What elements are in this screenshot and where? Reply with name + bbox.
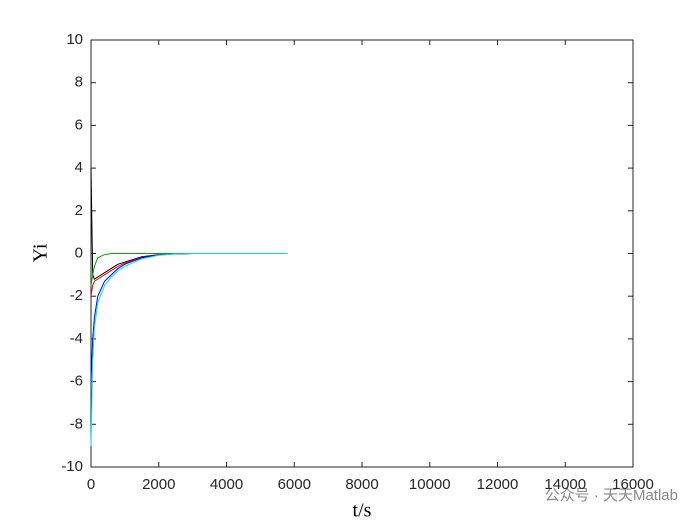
- y-axis-label: Yi: [30, 243, 52, 262]
- x-tick-label: 12000: [477, 476, 519, 493]
- x-tick-label: 0: [87, 476, 95, 493]
- x-tick-label: 6000: [278, 476, 311, 493]
- y-tick-label: 4: [75, 159, 83, 176]
- x-tick-label: 10000: [409, 476, 451, 493]
- x-tick-label: 8000: [345, 476, 378, 493]
- y-tick-label: -2: [70, 287, 83, 304]
- y-tick-label: 10: [66, 31, 83, 48]
- watermark: 公众号 · 天天Matlab: [545, 487, 678, 504]
- x-tick-label: 4000: [210, 476, 243, 493]
- y-tick-label: -4: [70, 330, 83, 347]
- y-tick-label: -10: [61, 458, 83, 475]
- x-tick-label: 16000: [612, 476, 654, 493]
- data-line: [90, 253, 288, 446]
- y-tick-label: 2: [75, 202, 83, 219]
- x-tick-label: 14000: [544, 476, 586, 493]
- y-tick-label: 0: [75, 244, 83, 261]
- x-axis-label: t/s: [353, 500, 372, 522]
- y-tick-label: -6: [70, 373, 83, 390]
- x-tick-label: 2000: [142, 476, 175, 493]
- y-tick-label: -8: [70, 415, 83, 432]
- y-tick-label: 8: [75, 74, 83, 91]
- y-tick-label: 6: [75, 116, 83, 133]
